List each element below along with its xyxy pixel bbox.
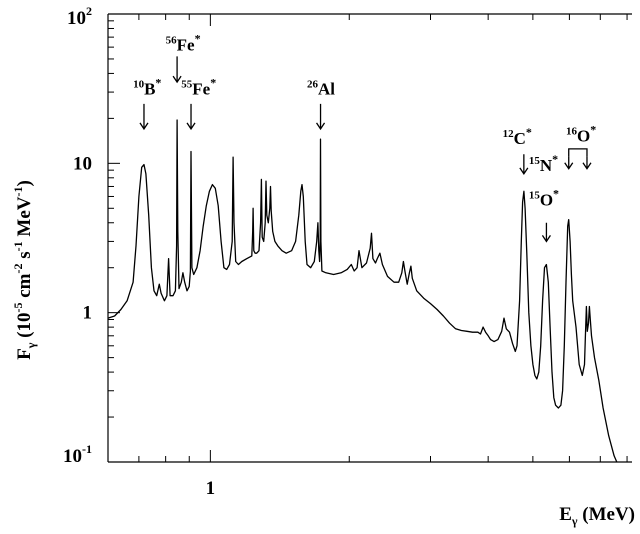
isotope-mass: 56 <box>166 34 178 46</box>
y-tick-label: 10 <box>73 153 92 174</box>
x-axis-label: Eγ (MeV) <box>559 504 635 528</box>
isotope-element: Fe <box>177 35 195 54</box>
annotation-label: 12C* <box>503 125 532 148</box>
y-tick-base: 10 <box>67 8 86 29</box>
isotope-mass: 15 <box>529 190 541 202</box>
isotope-mass: 10 <box>133 78 145 90</box>
y-tick-label: 1 <box>83 303 93 324</box>
excited-state-star: * <box>590 123 596 137</box>
y-axis-label: Fγ (10-5 cm-2 s-1 MeV-1) <box>11 180 38 360</box>
series-group <box>107 119 618 463</box>
y-tick-base: 10 <box>63 446 82 467</box>
isotope-element: N <box>540 156 553 175</box>
isotope-element: B <box>144 79 155 98</box>
excited-state-star: * <box>155 75 161 89</box>
isotope-mass: 12 <box>503 128 515 140</box>
isotope-element: Al <box>318 79 335 98</box>
annotation-arrow <box>541 222 551 243</box>
annotation-arrow <box>316 103 326 131</box>
annotation-label: 26Al <box>307 78 335 98</box>
isotope-mass: 16 <box>566 126 578 138</box>
annotation-arrow <box>582 156 592 170</box>
isotope-mass: 15 <box>529 155 541 167</box>
isotope-element: Fe <box>192 79 210 98</box>
isotope-mass: 55 <box>181 78 193 90</box>
isotope-element: O <box>540 191 553 210</box>
annotation-label: 15O* <box>529 187 559 210</box>
axes <box>107 13 632 463</box>
x-tick-label: 1 <box>206 478 216 499</box>
excited-state-star: * <box>195 31 201 45</box>
annotation-arrow <box>186 103 196 131</box>
annotation-arrow <box>172 56 182 84</box>
excited-state-star: * <box>526 125 532 139</box>
annotation-bracket <box>568 148 588 157</box>
y-tick-label: 10-1 <box>63 442 92 467</box>
excited-state-star: * <box>210 75 216 89</box>
y-tick-label: 102 <box>67 4 92 29</box>
y-tick-base: 1 <box>83 303 93 324</box>
annotation-arrow <box>139 103 149 131</box>
annotation-label: 16O* <box>566 123 596 146</box>
excited-state-star: * <box>553 187 559 201</box>
isotope-element: C <box>514 129 526 148</box>
annotation-label: 10B* <box>133 75 161 98</box>
excited-state-star: * <box>552 152 558 166</box>
y-tick-base: 10 <box>73 153 92 174</box>
x-tick-labels: 1 <box>206 478 216 499</box>
axis-ticks <box>107 13 628 463</box>
y-tick-exponent: -1 <box>82 442 92 456</box>
annotation-label: 56Fe* <box>166 31 201 54</box>
annotation-label: 55Fe* <box>181 75 216 98</box>
annotation-arrow <box>564 156 574 170</box>
spectrum-line <box>107 119 618 463</box>
annotation-label: 15N* <box>529 152 558 175</box>
y-tick-exponent: 2 <box>86 4 92 18</box>
isotope-element: O <box>577 127 590 146</box>
isotope-mass: 26 <box>307 78 319 90</box>
annotation-arrow <box>519 154 529 176</box>
